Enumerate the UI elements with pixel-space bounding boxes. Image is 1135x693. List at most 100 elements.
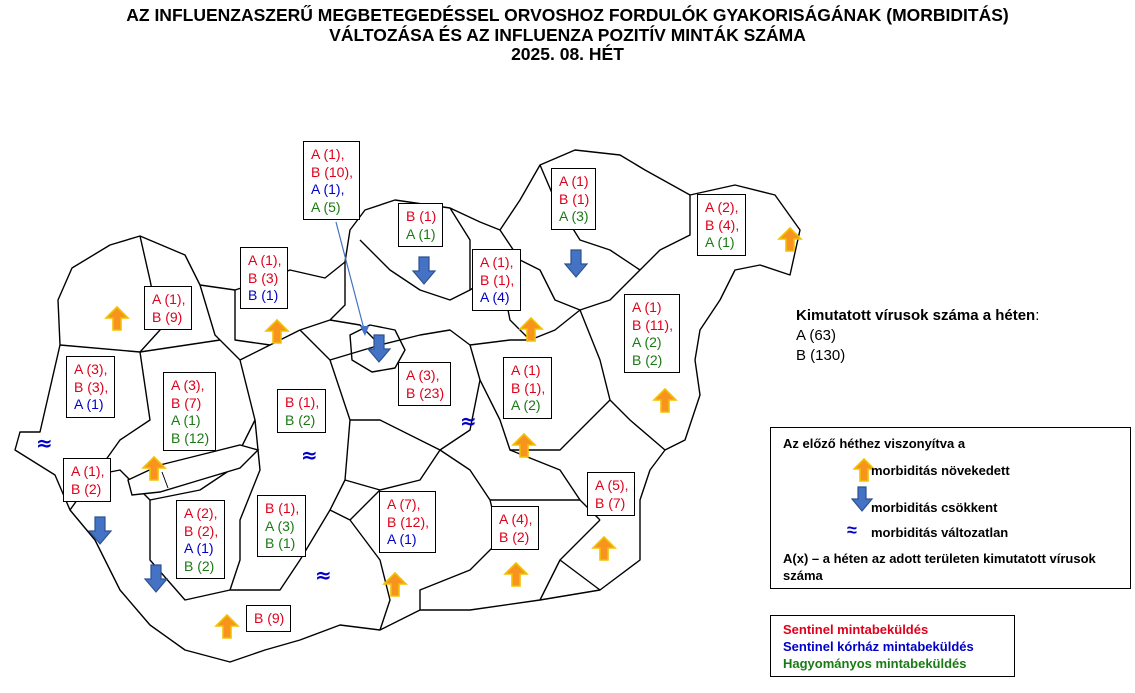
region-count: B (12), xyxy=(387,513,430,530)
region-box-hajdu: A (1) B (11), A (2) B (2) xyxy=(624,294,680,373)
region-box-nograd: B (1) A (1) xyxy=(398,203,444,247)
approx-equal-icon: ≈ xyxy=(315,563,332,587)
region-count: B (2), xyxy=(184,522,219,539)
arrow-up-icon xyxy=(652,387,678,413)
region-count: A (1) xyxy=(511,362,541,378)
region-count: A (1), xyxy=(248,252,282,268)
region-box-baranya: B (9) xyxy=(246,605,292,632)
region-count: A (1) xyxy=(632,299,662,315)
region-count: B (9) xyxy=(254,610,285,626)
region-count: B (4), xyxy=(705,216,740,233)
region-count: B (23) xyxy=(406,384,445,401)
summary-colon: : xyxy=(1035,307,1040,324)
region-count: B (1), xyxy=(285,394,320,410)
arrow-down-icon xyxy=(563,249,589,278)
region-count: B (1), xyxy=(480,271,515,288)
region-count: B (1) xyxy=(406,208,437,224)
virus-summary: Kimutatott vírusok száma a héten: A (63)… xyxy=(796,306,1039,366)
region-count: A (4), xyxy=(499,511,533,527)
region-box-heves: A (1), B (1), A (4) xyxy=(472,249,522,311)
region-count: B (1) xyxy=(265,535,296,551)
region-count: A (1) xyxy=(387,531,417,547)
arrow-down-icon xyxy=(87,516,113,545)
summary-b: B (130) xyxy=(796,347,846,364)
region-count: B (1), xyxy=(511,379,546,396)
legend-up-label: morbiditás növekedett xyxy=(871,463,1010,478)
title-line-3: 2025. 08. HÉT xyxy=(511,44,624,64)
region-count: B (1), xyxy=(265,500,300,516)
region-count: A (4) xyxy=(480,289,510,305)
arrow-down-icon xyxy=(851,486,873,512)
region-count: B (2) xyxy=(499,528,530,545)
region-count: B (7) xyxy=(595,494,626,511)
region-count: A (3), xyxy=(406,367,440,383)
region-count: B (12) xyxy=(171,429,210,446)
region-count: B (3) xyxy=(248,269,279,286)
region-count: A (1), xyxy=(311,181,345,197)
type-sentinel: Sentinel mintabeküldés xyxy=(783,622,929,637)
region-count: B (3), xyxy=(74,378,109,395)
region-count: A (1) xyxy=(74,396,104,412)
region-count: A (1) xyxy=(184,540,214,556)
arrow-up-icon xyxy=(518,316,544,342)
region-count: B (2) xyxy=(285,411,316,428)
lake-balaton xyxy=(127,444,260,496)
arrow-up-icon xyxy=(511,432,537,458)
region-box-csongrad: A (4), B (2) xyxy=(491,506,540,550)
arrow-up-icon xyxy=(503,561,529,587)
approx-equal-icon: ≈ xyxy=(36,431,53,455)
region-box-bekes: A (5), B (7) xyxy=(587,472,636,516)
title-line-1: AZ INFLUENZASZERŰ MEGBETEGEDÉSSEL ORVOSH… xyxy=(126,5,1009,25)
type-traditional: Hagyományos mintabeküldés xyxy=(783,656,967,671)
region-box-somogy: A (2), B (2), A (1) B (2) xyxy=(176,500,226,579)
title-line-2: VÁLTOZÁSA ÉS AZ INFLUENZA POZITÍV MINTÁK… xyxy=(329,24,806,45)
region-count: A (1), xyxy=(152,291,186,307)
approx-equal-icon: ≈ xyxy=(301,443,318,467)
region-count: A (1) xyxy=(406,225,436,242)
region-count: B (9) xyxy=(152,308,183,325)
region-box-zala: A (1), B (2) xyxy=(63,458,112,502)
region-count: A (1) xyxy=(705,234,735,250)
region-box-vas: A (3), B (3), A (1) xyxy=(66,356,116,418)
arrow-up-icon xyxy=(141,455,167,481)
region-count: A (1), xyxy=(311,146,345,162)
region-box-budapest: A (1), B (10), A (1), A (5) xyxy=(303,141,361,220)
arrow-up-icon xyxy=(777,226,803,252)
region-count: B (2) xyxy=(184,557,215,574)
arrow-up-icon xyxy=(382,571,408,597)
region-count: A (1), xyxy=(480,254,514,270)
region-count: A (1) xyxy=(559,173,589,189)
region-count: A (2), xyxy=(184,505,218,521)
region-count: B (2) xyxy=(632,351,663,368)
region-count: A (5) xyxy=(311,198,341,215)
region-count: A (2), xyxy=(705,199,739,215)
legend-note: A(x) – a héten az adott területen kimuta… xyxy=(783,551,1096,583)
budapest-outline xyxy=(349,324,406,373)
arrow-down-icon xyxy=(366,334,392,363)
region-box-bacs: A (7), B (12), A (1) xyxy=(379,491,437,553)
type-hospital: Sentinel kórház mintabeküldés xyxy=(783,639,974,654)
region-box-tolna: B (1), A (3) B (1) xyxy=(257,495,307,557)
region-count: A (3) xyxy=(559,208,589,224)
region-count: A (5), xyxy=(595,477,629,493)
summary-a: A (63) xyxy=(796,327,837,344)
legend-title: Az előző héthez viszonyítva a xyxy=(783,436,966,451)
region-box-szabolcs: A (2), B (4), A (1) xyxy=(697,194,747,256)
region-box-borsod: A (1) B (1) A (3) xyxy=(551,168,597,230)
summary-heading: Kimutatott vírusok száma a héten xyxy=(796,307,1036,324)
region-count: A (3), xyxy=(74,361,108,377)
region-count: A (2) xyxy=(632,334,662,350)
region-count: A (3) xyxy=(265,517,295,534)
region-count: A (3), xyxy=(171,377,205,393)
region-count: A (2) xyxy=(511,397,541,413)
region-box-gyor: A (1), B (9) xyxy=(144,286,193,330)
legend-down-label: morbiditás csökkent xyxy=(871,500,998,515)
arrow-up-icon xyxy=(104,305,130,331)
region-box-veszprem: A (3), B (7) A (1) B (12) xyxy=(163,372,217,451)
arrow-up-icon xyxy=(264,318,290,344)
legend-same-label: morbiditás változatlan xyxy=(871,525,1009,540)
region-count: B (11), xyxy=(632,316,673,333)
region-count: B (1) xyxy=(248,287,279,303)
arrow-down-icon xyxy=(411,256,437,285)
map-title: AZ INFLUENZASZERŰ MEGBETEGEDÉSSEL ORVOSH… xyxy=(0,5,1135,65)
